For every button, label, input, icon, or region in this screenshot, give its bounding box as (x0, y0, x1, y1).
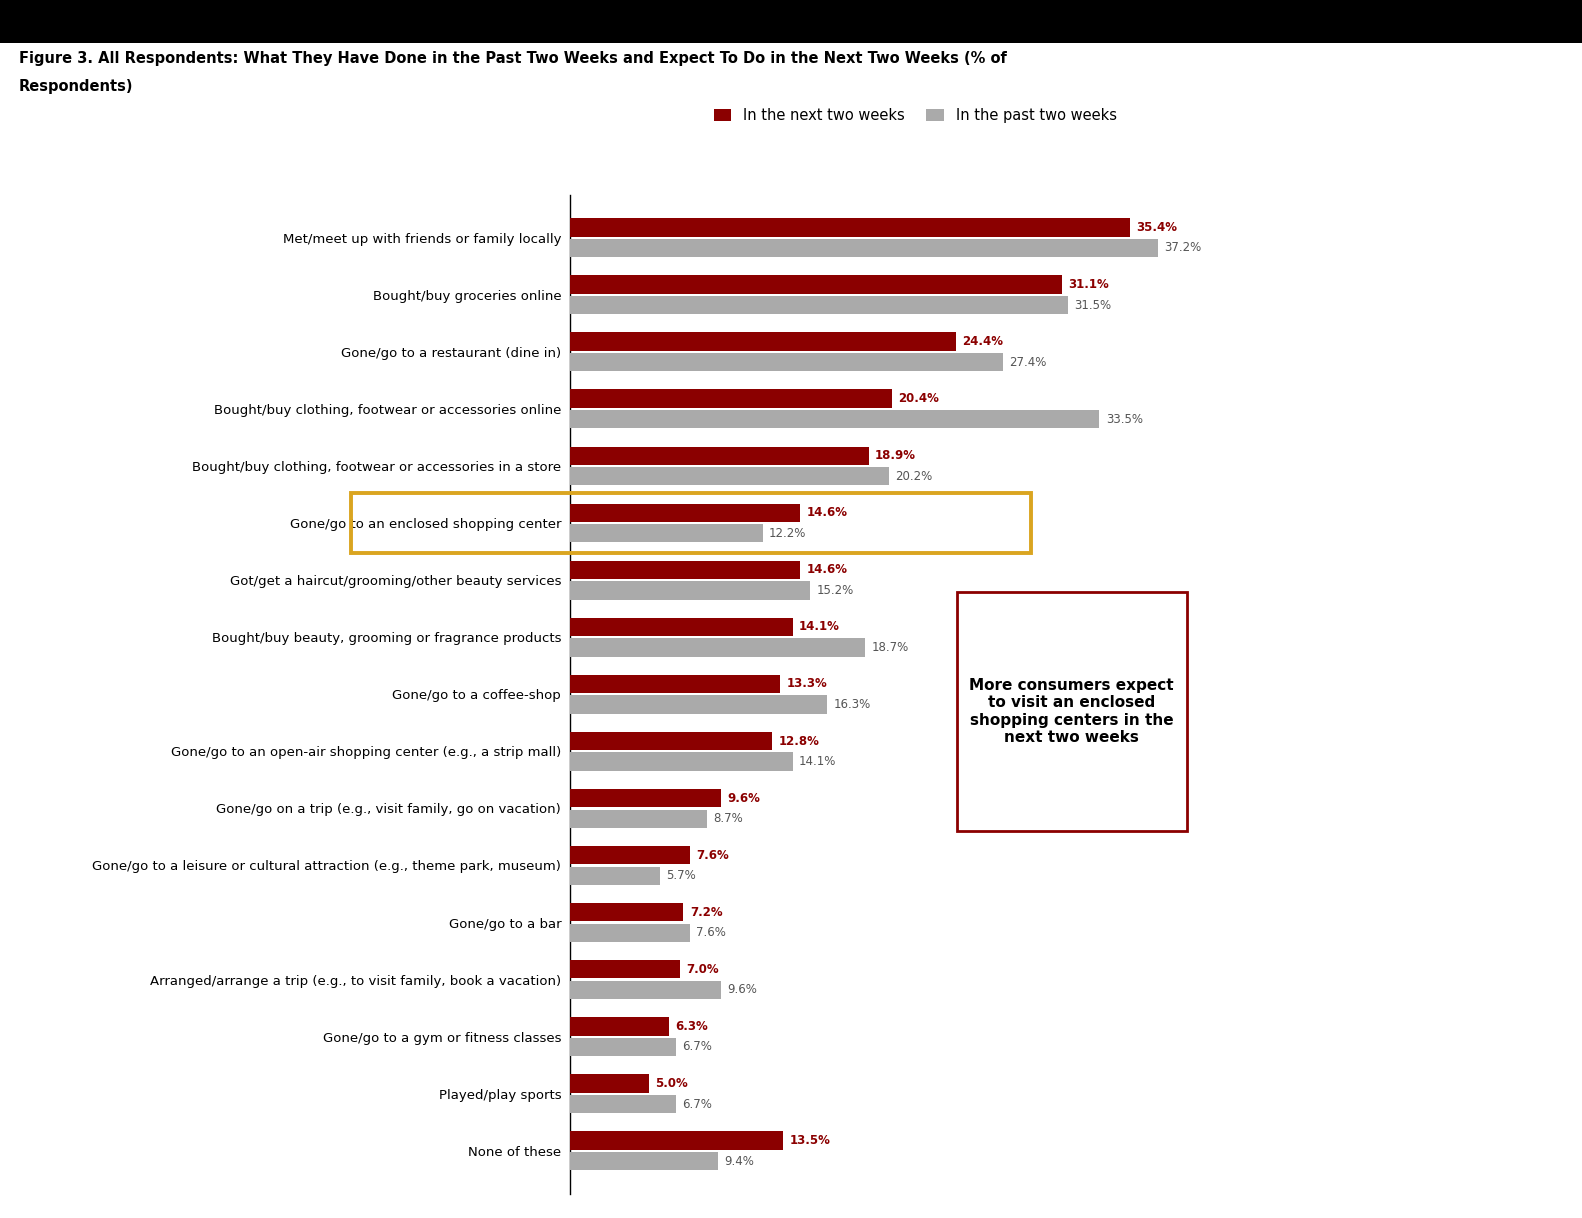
Text: 35.4%: 35.4% (1136, 220, 1177, 234)
Bar (570, 1017, 669, 1035)
Bar (570, 503, 800, 521)
Bar (570, 1095, 676, 1113)
Text: 18.7%: 18.7% (872, 641, 910, 654)
Bar (570, 524, 763, 542)
Text: 18.9%: 18.9% (875, 449, 916, 462)
Bar (570, 581, 810, 599)
Text: 6.7%: 6.7% (682, 1097, 712, 1111)
Text: 9.6%: 9.6% (728, 792, 761, 805)
Text: 9.6%: 9.6% (728, 983, 758, 996)
Bar (570, 239, 1158, 257)
Text: Respondents): Respondents) (19, 79, 133, 94)
Bar (570, 390, 892, 408)
Bar (570, 960, 680, 978)
Text: 20.4%: 20.4% (899, 392, 940, 406)
Text: 5.7%: 5.7% (666, 870, 696, 882)
Text: 6.3%: 6.3% (676, 1019, 709, 1033)
Text: 15.2%: 15.2% (816, 583, 854, 597)
Bar (570, 1132, 783, 1150)
Bar (570, 275, 1062, 294)
Bar (570, 732, 772, 750)
Text: 14.1%: 14.1% (799, 755, 837, 769)
Text: 14.1%: 14.1% (799, 620, 840, 633)
Bar (570, 695, 827, 714)
Text: 14.6%: 14.6% (807, 507, 848, 519)
Bar (570, 218, 1130, 236)
Text: 31.1%: 31.1% (1068, 278, 1109, 291)
Bar (570, 447, 869, 465)
Text: 12.2%: 12.2% (769, 527, 807, 540)
Text: More consumers expect
to visit an enclosed
shopping centers in the
next two week: More consumers expect to visit an enclos… (970, 677, 1174, 745)
Text: 24.4%: 24.4% (962, 335, 1003, 348)
Text: 7.0%: 7.0% (687, 963, 720, 976)
Bar (570, 410, 1099, 429)
Bar (570, 1152, 718, 1170)
Bar (570, 753, 793, 771)
Bar (570, 638, 865, 657)
Text: 13.5%: 13.5% (789, 1134, 831, 1147)
Bar (570, 980, 721, 999)
Text: 37.2%: 37.2% (1164, 241, 1202, 255)
Bar (570, 847, 690, 865)
Bar (570, 810, 707, 828)
Bar (570, 296, 1068, 314)
Text: 13.3%: 13.3% (786, 677, 827, 691)
Bar (351, 493, 1031, 553)
Text: 20.2%: 20.2% (895, 470, 933, 482)
Text: 27.4%: 27.4% (1009, 356, 1047, 369)
Bar (570, 353, 1003, 371)
Bar (570, 1038, 676, 1056)
Text: 31.5%: 31.5% (1074, 298, 1111, 312)
Bar (570, 560, 800, 579)
Text: 33.5%: 33.5% (1106, 413, 1142, 425)
Text: 14.6%: 14.6% (807, 564, 848, 576)
Bar (570, 675, 780, 693)
Bar (570, 1074, 649, 1093)
Bar (957, 592, 1186, 831)
Bar (570, 789, 721, 808)
Text: 7.6%: 7.6% (696, 849, 729, 861)
Text: 16.3%: 16.3% (834, 698, 872, 711)
Legend: In the next two weeks, In the past two weeks: In the next two weeks, In the past two w… (707, 102, 1122, 129)
Text: 5.0%: 5.0% (655, 1077, 688, 1090)
Text: Figure 3. All Respondents: What They Have Done in the Past Two Weeks and Expect : Figure 3. All Respondents: What They Hav… (19, 51, 1006, 66)
Bar (570, 867, 660, 885)
Text: 7.2%: 7.2% (690, 906, 723, 918)
Text: 8.7%: 8.7% (713, 812, 744, 825)
Text: 7.6%: 7.6% (696, 927, 726, 939)
Bar (570, 468, 889, 486)
Bar (570, 333, 956, 351)
Text: 9.4%: 9.4% (725, 1155, 755, 1168)
Text: 12.8%: 12.8% (778, 734, 819, 748)
Bar (570, 618, 793, 636)
Bar (570, 903, 683, 921)
Text: 6.7%: 6.7% (682, 1040, 712, 1054)
Bar (570, 923, 690, 942)
